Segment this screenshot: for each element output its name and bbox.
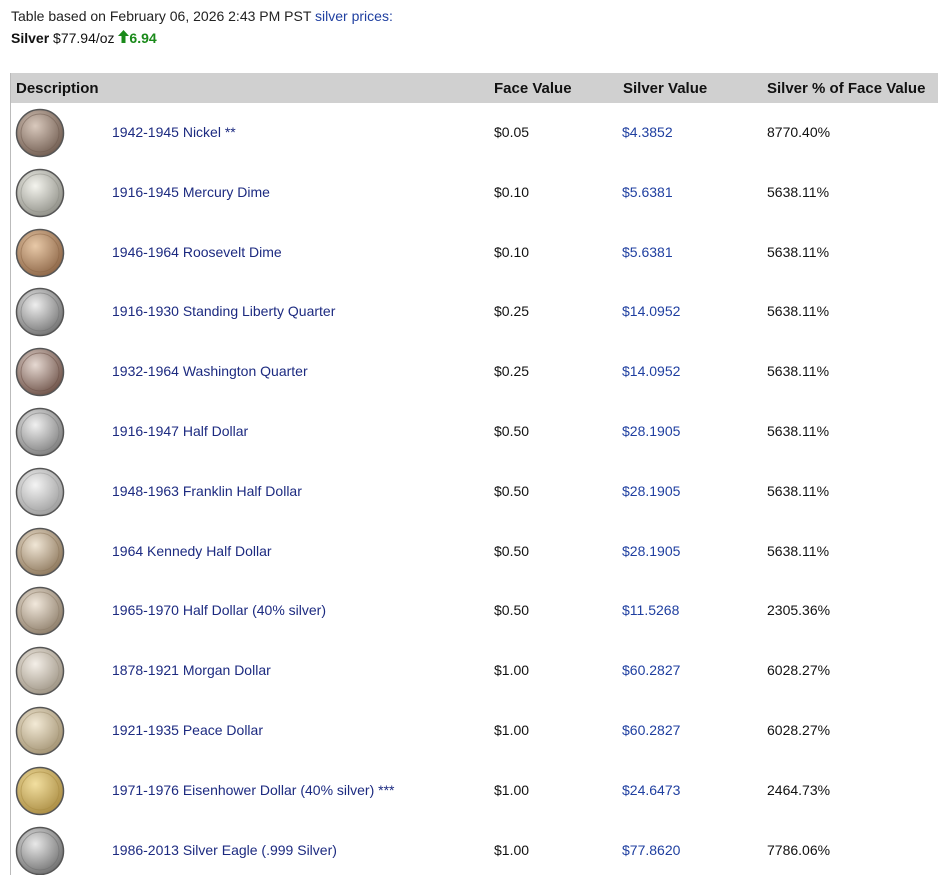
coin-image — [15, 706, 65, 756]
face-value: $1.00 — [494, 662, 530, 679]
silver-value[interactable]: $28.1905 — [622, 542, 681, 559]
coin-image — [15, 288, 65, 337]
coin-image — [15, 108, 65, 158]
silver-percent: 6028.27% — [767, 722, 831, 738]
silver-value[interactable]: $4.3852 — [622, 124, 673, 140]
face-value: $0.50 — [494, 542, 530, 559]
column-header: Face Value — [494, 80, 572, 97]
coin-description[interactable]: 1916-1930 Standing Liberty Quarter — [112, 303, 336, 320]
silver-percent: 2464.73% — [767, 781, 831, 798]
table-row: 1946-1964 Roosevelt Dime $0.10 $5.6381 5638… — [11, 223, 938, 283]
price-change: 6.94 — [129, 30, 157, 46]
silver-value[interactable]: $5.6381 — [622, 183, 673, 200]
silver-percent: 6028.27% — [767, 662, 831, 679]
coin-description[interactable]: 1942-1945 Nickel ** — [112, 124, 236, 140]
column-header: Silver Value — [623, 80, 708, 97]
silver-value[interactable]: $77.8620 — [622, 841, 681, 858]
coin-description[interactable]: 1946-1964 Roosevelt Dime — [112, 243, 282, 260]
silver-percent: 5638.11% — [767, 363, 830, 380]
table-row: 1878-1921 Morgan Dollar $1.00 $60.2827 6028… — [11, 641, 938, 701]
silver-table: Description Face Value Silver Value Silv… — [10, 73, 938, 875]
silver-percent: 2305.36% — [767, 602, 831, 619]
coin-image — [15, 527, 65, 576]
coin-description[interactable]: 1916-1945 Mercury Dime — [112, 183, 270, 200]
silver-percent: 7786.06% — [767, 841, 831, 858]
silver-value[interactable]: $24.6473 — [622, 781, 681, 798]
price-line: Silver $77.94/oz 6.94 — [11, 30, 157, 46]
table-row: 1916-1945 Mercury Dime $0.10 $5.6381 5638.1… — [11, 163, 938, 223]
coin-description[interactable]: 1964 Kennedy Half Dollar — [112, 542, 272, 559]
table-row: 1916-1947 Half Dollar $0.50 $28.1905 5638.1… — [11, 402, 938, 462]
coin-image — [15, 228, 65, 277]
coin-description[interactable]: 1965-1970 Half Dollar (40% silver) — [112, 602, 326, 619]
table-header: Description Face Value Silver Value Silv… — [11, 73, 938, 103]
coin-description[interactable]: 1971-1976 Eisenhower Dollar (40% silver)… — [112, 781, 395, 798]
table-row: 1916-1930 Standing Liberty Quarter $0.25 $… — [11, 282, 938, 342]
coin-description[interactable]: 1916-1947 Half Dollar — [112, 423, 249, 439]
face-value: $1.00 — [494, 781, 530, 798]
coin-image — [15, 407, 65, 457]
face-value: $1.00 — [494, 722, 530, 738]
coin-image — [15, 467, 65, 517]
coin-image — [15, 766, 65, 816]
silver-percent: 5638.11% — [767, 542, 830, 559]
coin-description[interactable]: 1932-1964 Washington Quarter — [112, 363, 308, 380]
silver-percent: 5638.11% — [767, 423, 830, 439]
silver-value[interactable]: $14.0952 — [622, 303, 681, 320]
silver-percent: 8770.40% — [767, 124, 831, 140]
table-note: Table based on February 06, 2026 2:43 PM… — [11, 8, 393, 24]
table-row: 1964 Kennedy Half Dollar $0.50 $28.1905 563… — [11, 522, 938, 582]
coin-image — [15, 826, 65, 875]
silver-percent: 5638.11% — [767, 482, 830, 499]
face-value: $1.00 — [494, 841, 530, 858]
coin-description[interactable]: 1948-1963 Franklin Half Dollar — [112, 482, 302, 499]
coin-description[interactable]: 1986-2013 Silver Eagle (.999 Silver) — [112, 841, 337, 858]
coin-image — [15, 168, 65, 218]
table-row: 1965-1970 Half Dollar (40% silver) $0.50 $… — [11, 581, 938, 641]
silver-value[interactable]: $28.1905 — [622, 482, 681, 499]
coin-image — [15, 646, 65, 696]
silver-percent: 5638.11% — [767, 303, 830, 320]
table-row: 1948-1963 Franklin Half Dollar $0.50 $28.1… — [11, 462, 938, 522]
column-header: Description — [16, 80, 99, 97]
coin-image — [15, 587, 65, 636]
silver-value[interactable]: $5.6381 — [622, 243, 673, 260]
face-value: $0.05 — [494, 124, 530, 140]
table-row: 1986-2013 Silver Eagle (.999 Silver) $1.0… — [11, 821, 938, 875]
face-value: $0.10 — [494, 183, 530, 200]
silver-percent: 5638.11% — [767, 243, 830, 260]
silver-percent: 5638.11% — [767, 183, 830, 200]
face-value: $0.25 — [494, 363, 530, 380]
coin-image — [15, 347, 65, 397]
silver-value[interactable]: $28.1905 — [622, 423, 681, 439]
table-row: 1942-1945 Nickel ** $0.05 $4.3852 8770.40% — [11, 103, 938, 163]
coin-description[interactable]: 1921-1935 Peace Dollar — [112, 722, 263, 738]
coin-description[interactable]: 1878-1921 Morgan Dollar — [112, 662, 271, 679]
face-value: $0.50 — [494, 423, 530, 439]
silver-value[interactable]: $11.5268 — [622, 602, 680, 619]
face-value: $0.50 — [494, 602, 530, 619]
silver-value[interactable]: $60.2827 — [622, 722, 681, 738]
silver-prices-link[interactable]: silver prices: — [315, 8, 393, 24]
silver-value[interactable]: $14.0952 — [622, 363, 681, 380]
note-text: Table based on February 06, 2026 2:43 PM… — [11, 8, 312, 24]
silver-value[interactable]: $60.2827 — [622, 662, 681, 679]
table-row: 1932-1964 Washington Quarter $0.25 $14.095… — [11, 342, 938, 402]
face-value: $0.10 — [494, 243, 530, 260]
table-row: 1971-1976 Eisenhower Dollar (40% silver)… — [11, 761, 938, 821]
face-value: $0.50 — [494, 482, 530, 499]
face-value: $0.25 — [494, 303, 530, 320]
price: $77.94/oz — [53, 30, 115, 46]
table-row: 1921-1935 Peace Dollar $1.00 $60.2827 6028.… — [11, 701, 938, 761]
metal-name: Silver — [11, 30, 50, 46]
column-header: Silver % of Face Value — [767, 80, 926, 97]
up-arrow — [118, 30, 130, 43]
